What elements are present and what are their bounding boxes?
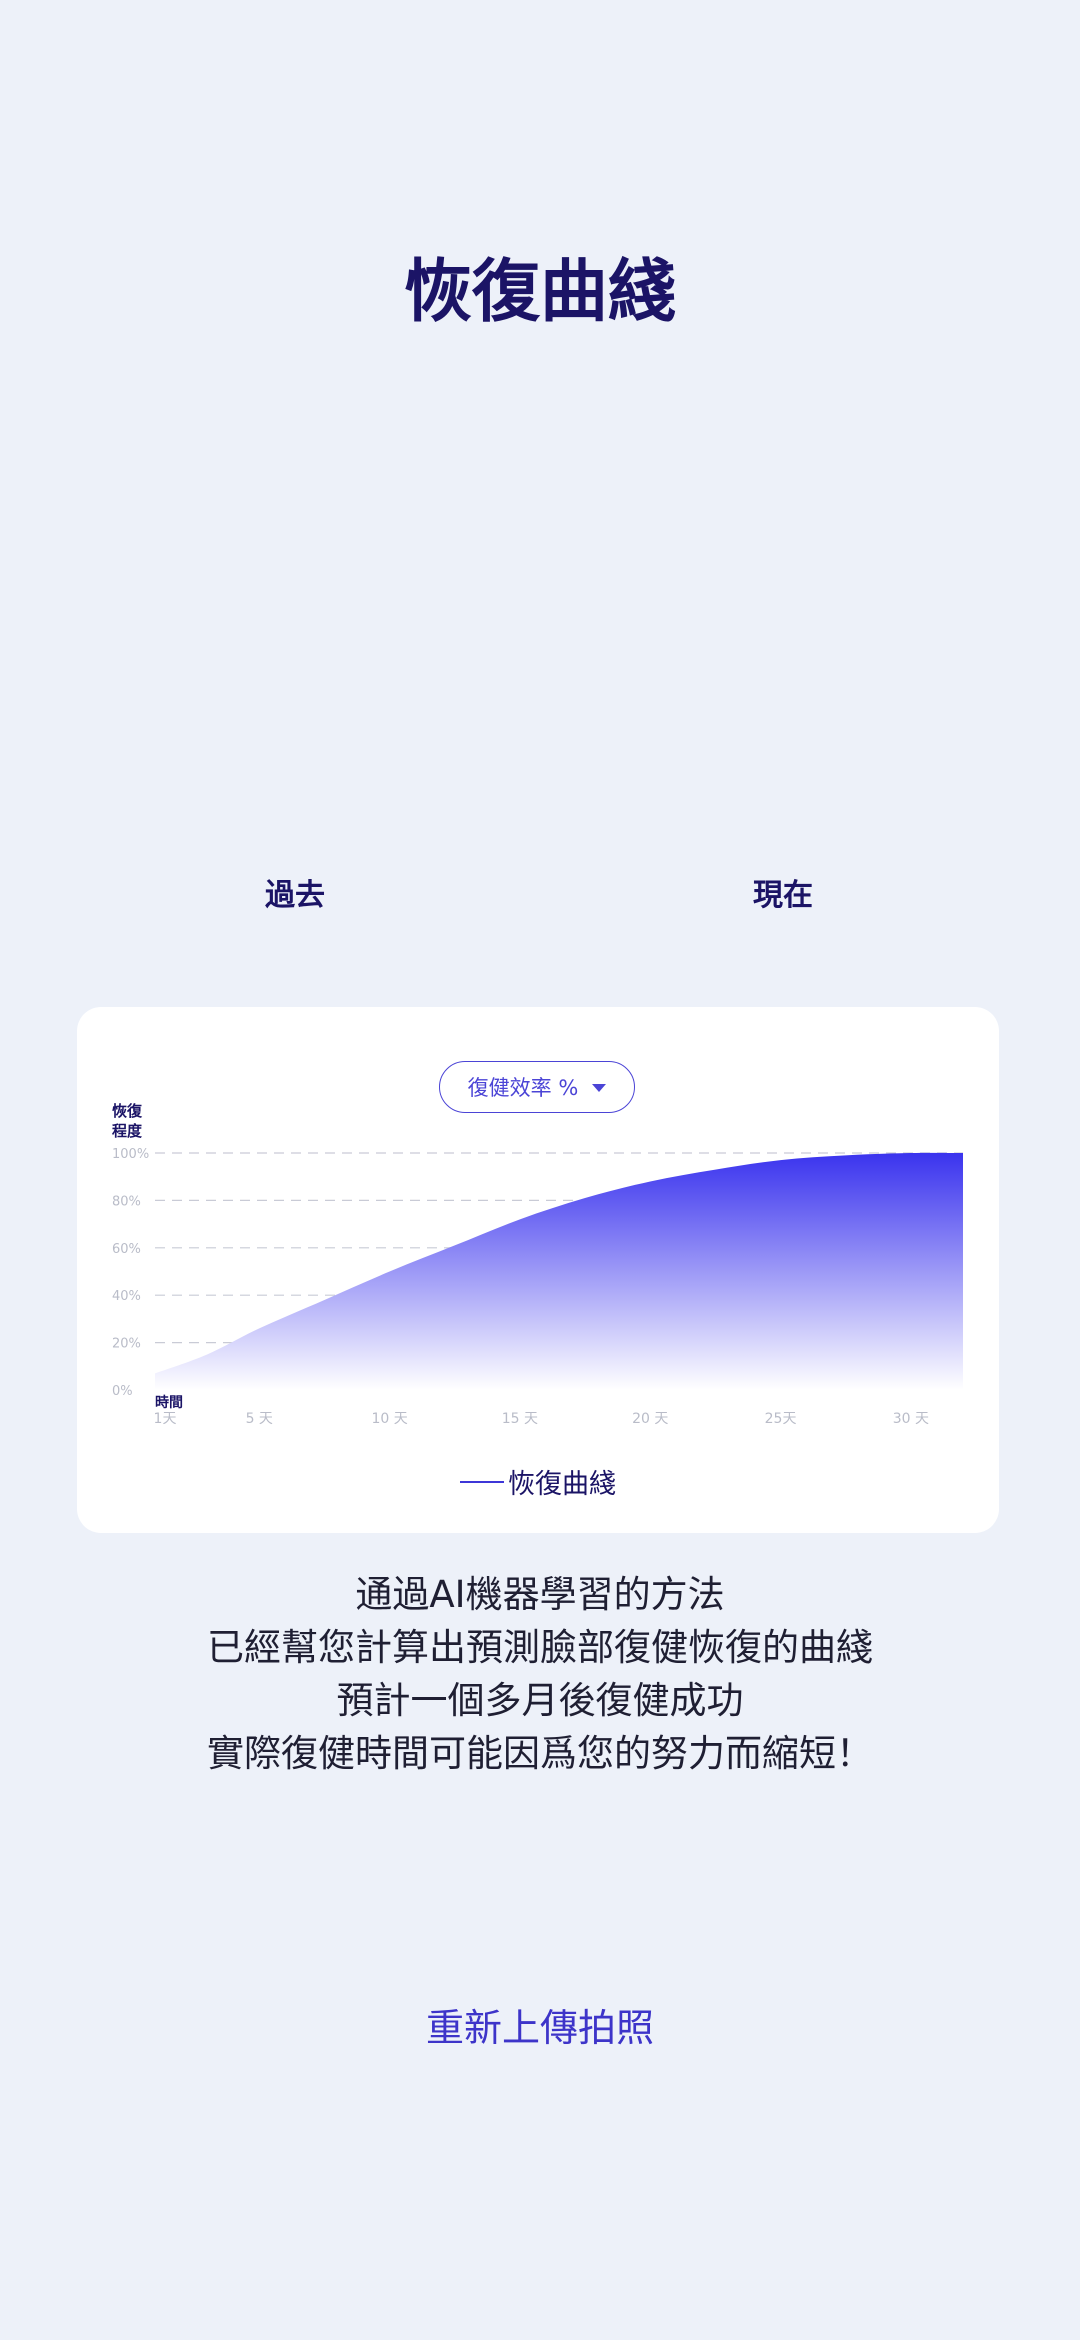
y-tick-label: 0% (112, 1384, 133, 1399)
description-line: 已經幫您計算出預測臉部復健恢復的曲綫 (207, 1626, 873, 1669)
description-line: 預計一個多月後復健成功 (336, 1679, 744, 1722)
recovery-chart: 0% 20% 40% 60% 80% 100% 1天 5 天 10 天 15 天 20 天 25天 3… (112, 1147, 963, 1427)
x-tick-label: 10 天 (371, 1411, 407, 1427)
description-line: 通過AI機器學習的方法 (355, 1573, 725, 1616)
y-axis-title: 恢復 程度 (112, 1101, 152, 1141)
legend-line-icon (460, 1480, 504, 1483)
x-tick-label: 30 天 (893, 1411, 929, 1427)
description-line: 實際復健時間可能因爲您的努力而縮短！ (207, 1732, 873, 1775)
dropdown-label: 復健效率 % (467, 1076, 579, 1100)
x-tick-label: 20 天 (632, 1411, 668, 1427)
recovery-area-series (155, 1152, 963, 1390)
x-tick-labels: 1天 5 天 10 天 15 天 20 天 25天 30 天 (154, 1411, 929, 1427)
recovery-chart-card: 0% 20% 40% 60% 80% 100% 1天 5 天 10 天 15 天 20 天 25天 3… (77, 1007, 999, 1533)
reupload-photo-button[interactable]: 重新上傳拍照 (425, 2006, 654, 2050)
x-tick-label: 1天 (154, 1411, 177, 1427)
chevron-down-icon (592, 1084, 607, 1092)
y-tick-label: 20% (112, 1337, 141, 1352)
x-tick-label: 25天 (765, 1411, 797, 1427)
y-axis-title-line2: 程度 (112, 1122, 143, 1140)
y-tick-labels: 0% 20% 40% 60% 80% 100% (112, 1147, 149, 1399)
x-tick-label: 5 天 (246, 1411, 273, 1427)
legend-label: 恢復曲綫 (508, 1469, 616, 1500)
x-tick-label: 15 天 (502, 1411, 538, 1427)
past-photo-label: 過去 (265, 878, 325, 913)
y-tick-label: 40% (112, 1289, 141, 1304)
x-axis-title: 時間 (155, 1394, 183, 1411)
chart-legend: 恢復曲綫 (77, 1462, 999, 1501)
y-tick-label: 60% (112, 1242, 141, 1257)
y-axis-title-line1: 恢復 (112, 1102, 143, 1120)
y-tick-label: 80% (112, 1194, 141, 1209)
efficiency-dropdown[interactable]: 復健效率 % (439, 1061, 635, 1113)
page-title: 恢復曲綫 (403, 253, 676, 332)
chart-area-layer (155, 1152, 963, 1390)
description-text: 通過AI機器學習的方法 已經幫您計算出預測臉部復健恢復的曲綫 預計一個多月後復健… (0, 1568, 1080, 1780)
now-photo-label: 現在 (753, 878, 813, 913)
y-tick-label: 100% (112, 1147, 149, 1162)
